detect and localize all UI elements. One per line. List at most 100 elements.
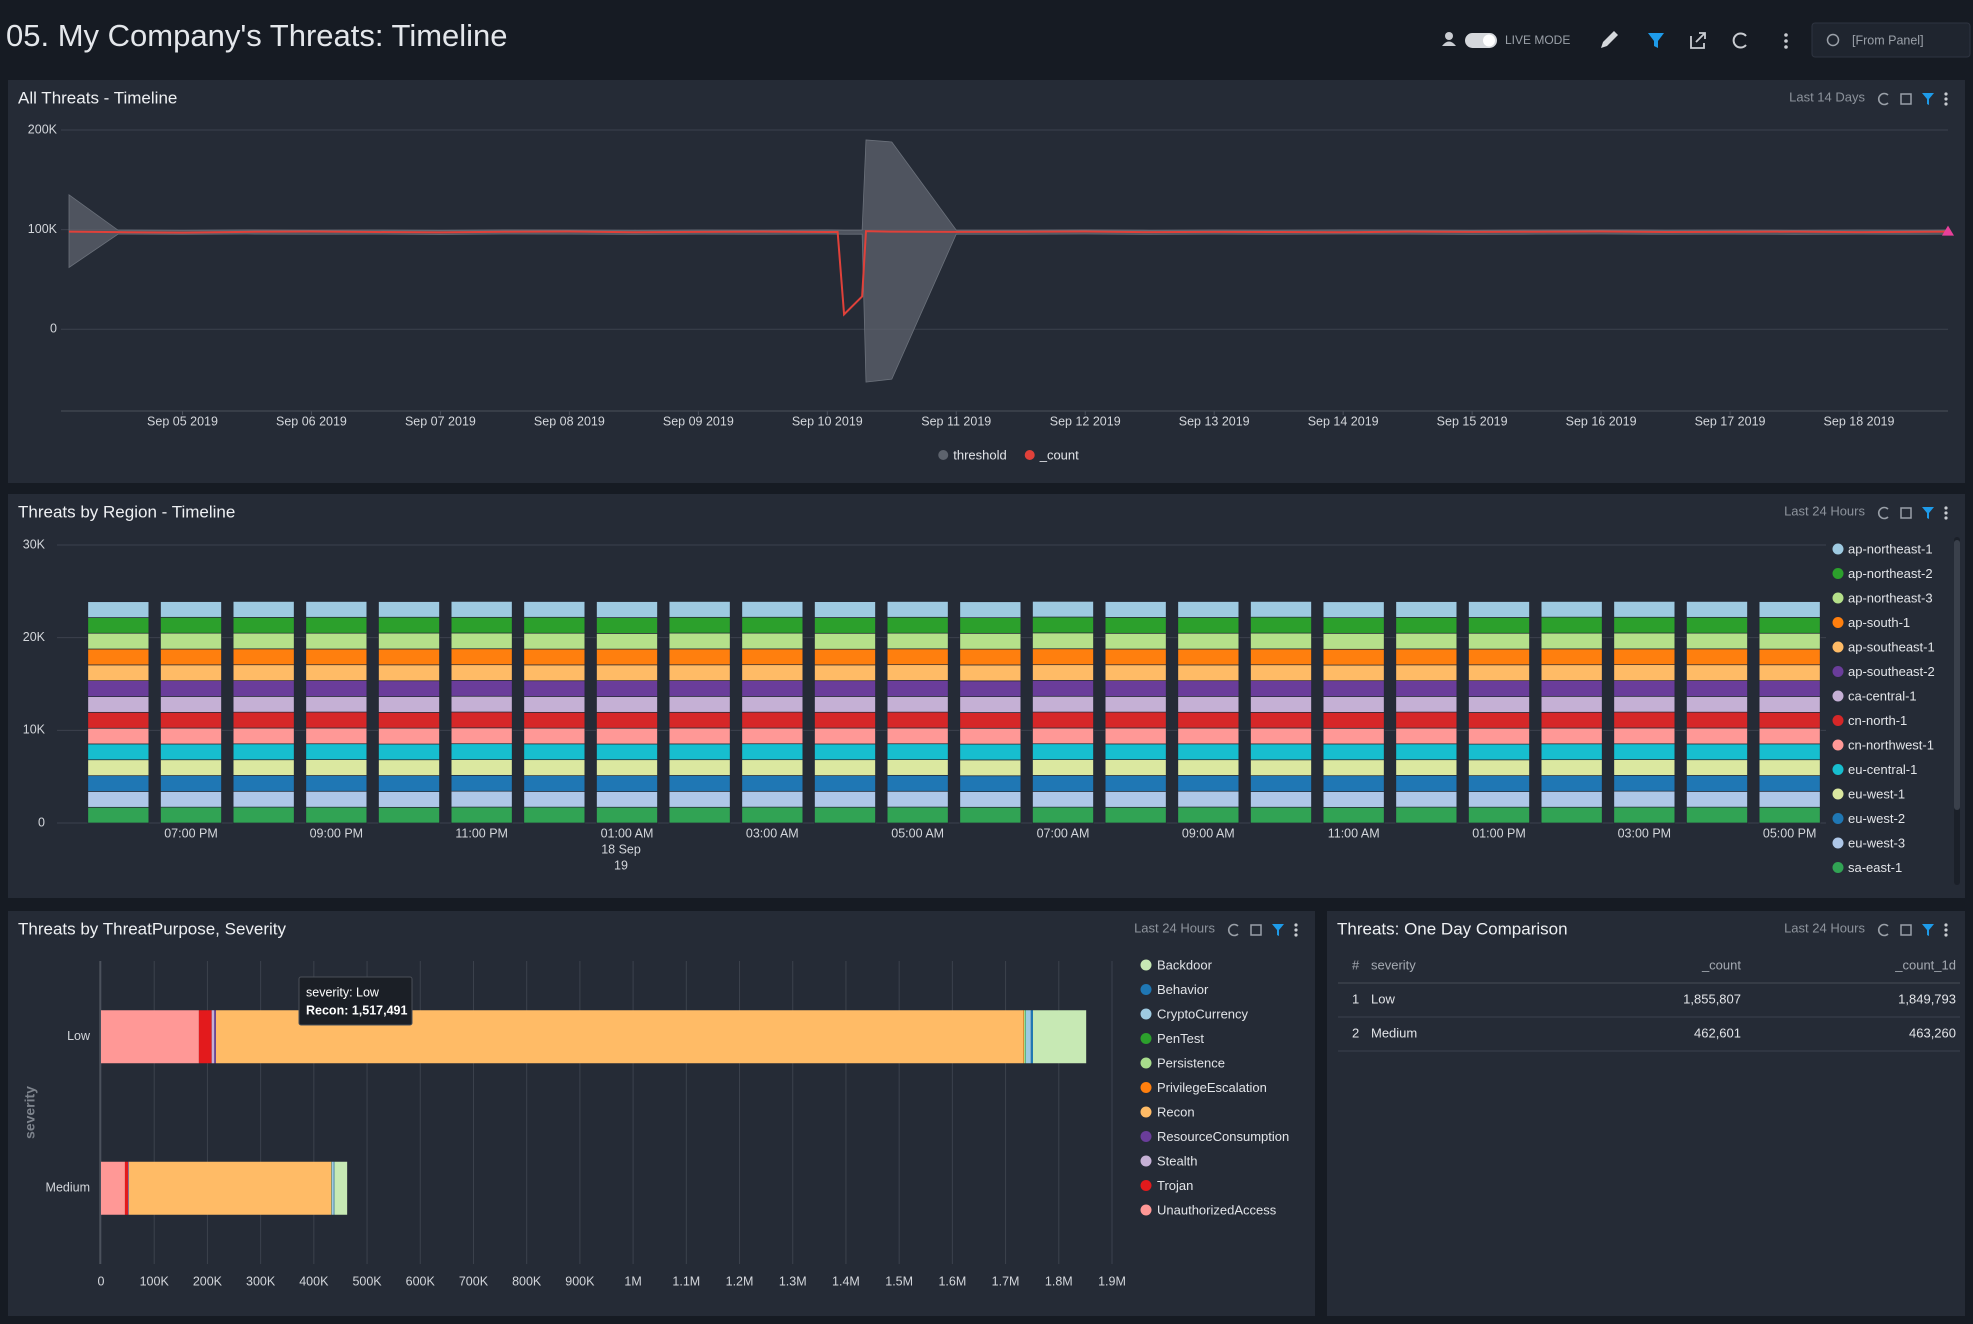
bar-segment: [1178, 681, 1239, 697]
bar-segment: [1105, 775, 1166, 791]
bar-segment: [160, 633, 221, 649]
bar-segment: [451, 601, 512, 617]
more-button[interactable]: [1944, 511, 1947, 514]
bar-segment: [1759, 744, 1820, 760]
bar-segment: [451, 728, 512, 744]
more-button[interactable]: [1294, 923, 1297, 926]
legend-label: ResourceConsumption: [1157, 1129, 1289, 1144]
bar-segment: [1759, 760, 1820, 776]
more-button[interactable]: [1944, 516, 1947, 519]
bar-segment: [101, 1162, 125, 1215]
bar-segment: [1686, 775, 1747, 791]
x-tick-label: Sep 15 2019: [1437, 414, 1508, 428]
x-tick-label: Sep 13 2019: [1179, 414, 1250, 428]
x-tick-label: 1.1M: [672, 1274, 700, 1288]
more-button[interactable]: [1944, 933, 1947, 936]
bar-segment: [1468, 681, 1529, 697]
x-tick-label: 400K: [299, 1274, 329, 1288]
bar-segment: [233, 744, 294, 760]
bar-segment: [1396, 617, 1457, 633]
bar-segment: [1541, 680, 1602, 696]
more-button[interactable]: [1294, 928, 1297, 931]
bar-segment: [378, 649, 439, 665]
bar-segment: [1541, 649, 1602, 665]
bar-segment: [88, 618, 149, 634]
bar-segment: [960, 807, 1021, 823]
bar-segment: [233, 791, 294, 807]
x-tick-label: Sep 12 2019: [1050, 414, 1121, 428]
bar-segment: [378, 807, 439, 823]
bar-segment: [1614, 807, 1675, 823]
bar-segment: [1614, 665, 1675, 681]
bar-segment: [524, 760, 585, 776]
bar-segment: [596, 649, 657, 665]
bar-segment: [1178, 633, 1239, 649]
bar-segment: [524, 633, 585, 649]
x-tick-label: 01:00 PM: [1472, 826, 1526, 840]
legend-swatch: [1141, 1205, 1152, 1216]
x-tick-label: Sep 18 2019: [1824, 414, 1895, 428]
bar-segment: [88, 791, 149, 807]
more-button[interactable]: [1944, 102, 1947, 105]
x-tick-label: 100K: [140, 1274, 170, 1288]
more-button[interactable]: [1944, 506, 1947, 509]
panel: [1327, 911, 1965, 1316]
bar-segment: [1105, 807, 1166, 823]
x-tick-label: 600K: [406, 1274, 436, 1288]
dashboard-title: 05. My Company's Threats: Timeline: [6, 18, 508, 53]
bar-segment: [451, 680, 512, 696]
legend-swatch: [1141, 1033, 1152, 1044]
bar-segment: [1468, 633, 1529, 649]
bar-segment: [1250, 649, 1311, 665]
bar-segment: [1759, 776, 1820, 792]
x-tick-label: 500K: [352, 1274, 382, 1288]
bar-segment: [1759, 617, 1820, 633]
bar-segment: [1178, 649, 1239, 665]
tooltip-box: [299, 977, 412, 1025]
live-toggle-knob: [1483, 35, 1495, 47]
time-range: Last 24 Hours: [1134, 920, 1215, 935]
bar-segment: [1614, 649, 1675, 665]
bar-segment: [233, 617, 294, 633]
bar-segment: [1396, 712, 1457, 728]
more-button[interactable]: [1784, 33, 1788, 49]
bar-segment: [524, 728, 585, 744]
bar-segment: [306, 776, 367, 792]
bar-segment: [887, 649, 948, 665]
legend-label: ap-northeast-3: [1848, 590, 1933, 605]
bar-segment: [742, 791, 803, 807]
more-button[interactable]: [1944, 923, 1947, 926]
x-tick-label: 1.5M: [885, 1274, 913, 1288]
bar-segment: [1686, 712, 1747, 728]
bar-segment: [233, 712, 294, 728]
legend-swatch: [1833, 715, 1844, 726]
bar-segment: [1541, 728, 1602, 744]
bar-segment: [332, 1162, 334, 1215]
more-button[interactable]: [1944, 92, 1947, 95]
bar-segment: [1323, 681, 1384, 697]
x-tick-label: 05:00 AM: [891, 826, 944, 840]
bar-segment: [233, 807, 294, 823]
bar-segment: [1105, 696, 1166, 712]
x-tick-label: Sep 06 2019: [276, 414, 347, 428]
bar-segment: [233, 633, 294, 649]
time-range: Last 24 Hours: [1784, 503, 1865, 518]
legend-swatch: [1833, 642, 1844, 653]
y-tick-label: 200K: [28, 122, 58, 136]
bar-segment: [960, 665, 1021, 681]
bar-segment: [814, 776, 875, 792]
bar-segment: [233, 728, 294, 744]
legend-swatch: [1833, 813, 1844, 824]
bar-segment: [742, 807, 803, 823]
bar-segment: [1105, 681, 1166, 697]
scrollbar-thumb[interactable]: [1954, 540, 1960, 810]
bar-segment: [524, 744, 585, 760]
legend-label: ap-southeast-2: [1848, 664, 1935, 679]
more-button[interactable]: [1944, 97, 1947, 100]
bar-segment: [1614, 744, 1675, 760]
bar-segment: [334, 1162, 347, 1215]
more-button[interactable]: [1944, 928, 1947, 931]
legend-label: eu-west-1: [1848, 786, 1905, 801]
bar-segment: [887, 680, 948, 696]
more-button[interactable]: [1294, 933, 1297, 936]
